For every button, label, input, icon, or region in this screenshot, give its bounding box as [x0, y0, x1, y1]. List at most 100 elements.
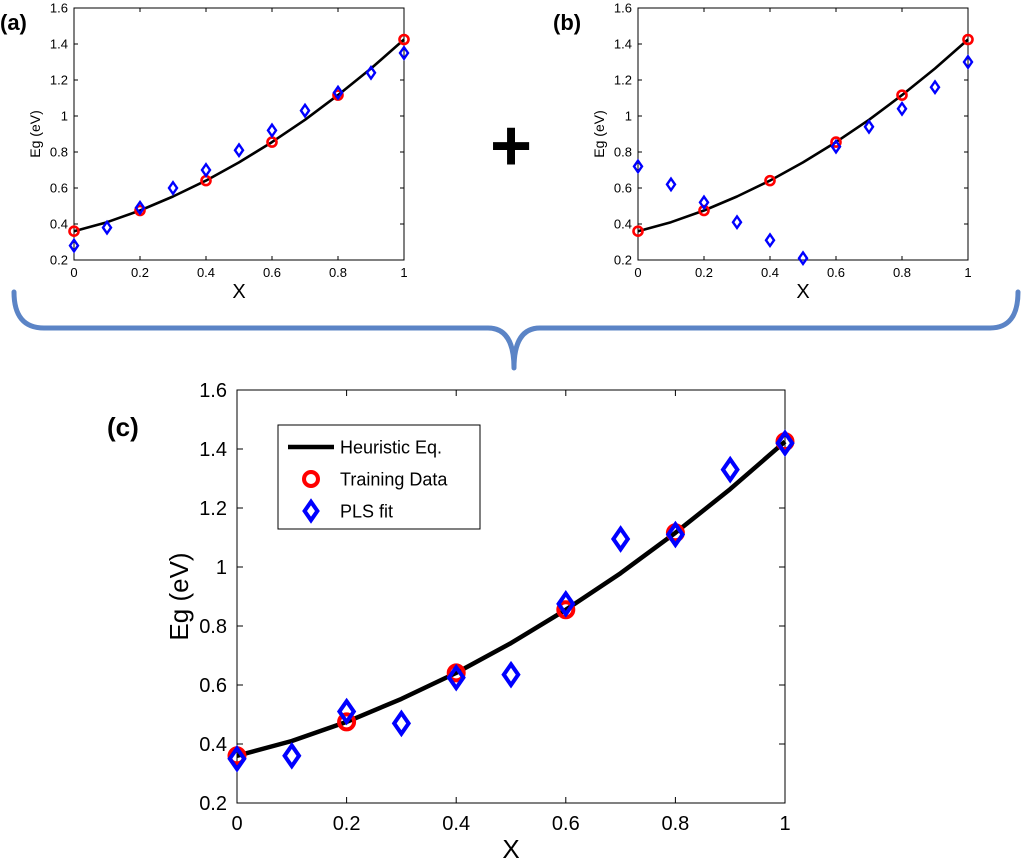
pls-fit-point — [764, 232, 776, 249]
pls-fit-point — [665, 520, 686, 549]
pls-fit-point — [556, 590, 576, 618]
training-data-point — [896, 89, 908, 101]
y-tick-label: 1.6 — [50, 1, 68, 16]
x-axis-title: X — [232, 281, 245, 303]
y-tick-label: 1.2 — [50, 73, 68, 88]
pls-fit-point — [896, 100, 908, 117]
pls-fit-point — [134, 199, 146, 216]
x-tick-label: 0.6 — [263, 265, 281, 280]
pls-fit-point — [227, 744, 247, 773]
panel-c-chart: 0 0.2 0.4 0.6 0.8 10.20.40.60.811.21.41.6XEg … — [107, 380, 795, 864]
pls-fit-point — [501, 660, 521, 689]
x-tick-label: 0.4 — [761, 265, 779, 280]
y-axis-title: Eg (eV) — [27, 110, 43, 157]
y-tick-label: 1.2 — [199, 498, 227, 520]
y-tick-label: 1.6 — [614, 1, 632, 16]
x-tick-label: 0 — [231, 813, 242, 835]
y-tick-label: 0.6 — [614, 181, 632, 196]
pls-fit-point — [167, 180, 179, 196]
y-tick-label: 1.4 — [614, 37, 632, 52]
y-tick-label: 1 — [61, 109, 68, 124]
legend-label: Training Data — [340, 469, 448, 489]
heuristic-line — [236, 439, 787, 758]
y-tick-label: 0.8 — [199, 616, 227, 638]
x-tick-label: 1 — [779, 813, 790, 835]
x-tick-label: 0.8 — [661, 813, 689, 835]
pls-fit-point — [266, 122, 278, 139]
pls-fit-point — [698, 194, 710, 211]
y-tick-label: 0.2 — [199, 793, 227, 815]
plot-area-b — [637, 7, 969, 261]
legend-label: PLS fit — [340, 501, 393, 521]
y-tick-label: 1.4 — [50, 37, 68, 52]
y-tick-label: 0.2 — [50, 253, 68, 268]
pls-fit-point — [632, 158, 644, 175]
panel-a-chart: 0 0.2 0.4 0.6 0.8 10.20.40.60.811.21.41.6XEg … — [0, 1, 410, 303]
y-tick-label: 1.2 — [614, 73, 632, 88]
pls-fit-point — [731, 214, 743, 231]
training-data-point — [698, 204, 710, 217]
pls-fit-point — [775, 429, 795, 457]
x-tick-label: 1 — [400, 265, 407, 280]
y-tick-label: 1 — [216, 557, 227, 579]
training-data-point — [632, 225, 644, 237]
y-tick-label: 0.2 — [614, 253, 632, 268]
panel-label: (c) — [107, 412, 139, 442]
legend-box — [277, 424, 481, 530]
y-tick-label: 0.4 — [50, 217, 68, 232]
x-axis-title: X — [502, 834, 519, 864]
pls-fit-point — [68, 237, 80, 254]
heuristic-line — [637, 38, 969, 233]
y-tick-label: 0.4 — [199, 734, 227, 756]
x-tick-label: 0.8 — [893, 265, 911, 280]
training-data-point — [68, 225, 80, 237]
pls-fit-point — [929, 79, 941, 96]
y-tick-label: 0.6 — [50, 181, 68, 196]
x-tick-label: 1 — [964, 265, 971, 280]
x-axis-title: X — [796, 281, 809, 303]
pls-fit-point — [962, 54, 974, 70]
plot-area-a — [73, 7, 405, 261]
y-tick-label: 0.8 — [614, 145, 632, 160]
panel-label: (a) — [0, 10, 27, 35]
training-data-point — [962, 33, 974, 46]
x-tick-label: 0.4 — [442, 813, 470, 835]
heuristic-line — [73, 38, 405, 233]
pls-fit-point — [282, 741, 302, 770]
pls-fit-point — [398, 45, 410, 61]
pls-fit-point — [830, 138, 842, 155]
y-tick-label: 0.6 — [199, 675, 227, 697]
legend-label: Heuristic Eq. — [340, 437, 442, 457]
pls-fit-point — [863, 118, 875, 135]
legend: Heuristic Eq. Training Data PLS fit — [277, 424, 481, 530]
pls-fit-point — [797, 250, 809, 267]
x-tick-label: 0.2 — [131, 265, 149, 280]
legend-circle-swatch — [302, 470, 320, 488]
pls-fit-point — [446, 663, 466, 692]
x-tick-label: 0.4 — [197, 265, 215, 280]
legend-diamond-swatch — [302, 498, 320, 524]
y-tick-label: 0.4 — [614, 217, 632, 232]
y-axis-title: Eg (eV) — [591, 110, 607, 157]
pls-fit-point — [391, 709, 412, 738]
x-tick-label: 0.2 — [695, 265, 713, 280]
training-data-point — [830, 136, 842, 148]
y-axis-title: Eg (eV) — [164, 552, 194, 640]
pls-fit-point — [101, 219, 113, 236]
panel-b-chart: 0 0.2 0.4 0.6 0.8 10.20.40.60.811.21.41.6XEg … — [553, 1, 974, 303]
x-tick-label: 0.8 — [329, 265, 347, 280]
x-tick-label: 0 — [70, 265, 77, 280]
x-tick-label: 0.2 — [333, 813, 361, 835]
pls-fit-point — [336, 697, 357, 726]
plus-symbol: + — [490, 106, 532, 186]
y-tick-label: 1.6 — [199, 380, 227, 402]
pls-fit-point — [365, 64, 377, 81]
training-data-point — [337, 712, 357, 732]
pls-fit-point — [665, 176, 677, 193]
training-data-point — [764, 174, 776, 187]
pls-fit-point — [299, 102, 311, 119]
panel-label: (b) — [553, 10, 581, 35]
x-tick-label: 0 — [634, 265, 641, 280]
x-tick-label: 0.6 — [552, 813, 580, 835]
